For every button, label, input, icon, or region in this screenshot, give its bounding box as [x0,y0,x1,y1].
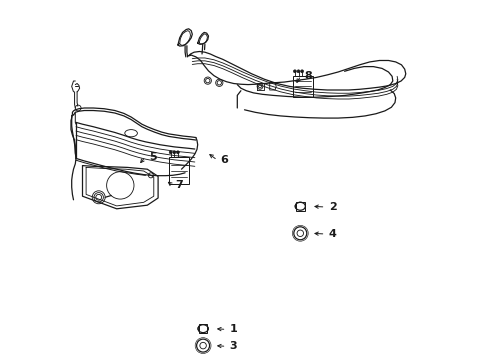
Text: 8: 8 [304,71,311,81]
Circle shape [300,70,303,73]
Text: 5: 5 [148,152,156,162]
Circle shape [293,227,306,240]
Ellipse shape [295,202,305,210]
Text: 2: 2 [328,202,336,212]
Circle shape [296,70,299,73]
Text: 3: 3 [229,341,237,351]
Text: 7: 7 [175,180,183,190]
Text: 6: 6 [220,155,228,165]
Circle shape [176,151,179,154]
Text: 1: 1 [229,324,237,334]
Text: 4: 4 [328,229,336,239]
Bar [295,202,304,211]
Bar [199,324,207,333]
Circle shape [293,70,296,73]
Ellipse shape [198,325,208,333]
Circle shape [172,151,175,154]
Bar [168,157,188,184]
Bar [292,76,312,97]
Circle shape [169,151,172,154]
Circle shape [196,339,209,352]
